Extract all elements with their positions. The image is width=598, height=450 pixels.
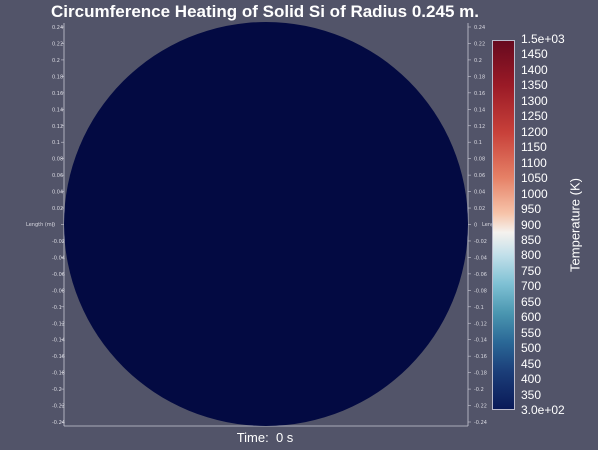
left-tick-label: -0.06 (52, 272, 65, 278)
right-tick-label: 0 (474, 223, 477, 229)
plot-title: Circumference Heating of Solid Si of Rad… (51, 2, 479, 21)
colorbar-tick-label: 500 (521, 341, 542, 356)
colorbar-tick-label: 850 (521, 232, 542, 247)
colorbar-tick-label: 1450 (521, 47, 548, 62)
colorbar-tick-label: 1000 (521, 186, 548, 201)
colorbar-tick-label: 1050 (521, 171, 548, 186)
colorbar-tick-label: 1400 (521, 62, 548, 77)
right-tick-label: -0.24 (474, 420, 487, 426)
left-tick-label: -0.18 (52, 371, 65, 377)
right-tick-label: -0.12 (474, 321, 487, 327)
colorbar-title: Temperature (K) (567, 178, 583, 272)
left-tick-label: -0.02 (52, 239, 65, 245)
colorbar-tick-label: 1250 (521, 109, 548, 124)
right-tick-label: 0.18 (474, 74, 485, 80)
axes-grid: 0.24 0.24 0.22 0.22 0.2 0.2 0.18 0.18 0.16 0.16 0.… (52, 23, 487, 427)
right-tick-label: -0.2 (474, 387, 484, 393)
colorbar-tick-label: 900 (521, 217, 542, 232)
colorbar-tick-label: 550 (521, 325, 542, 340)
right-tick-label: -0.16 (474, 354, 487, 360)
left-tick-label: 0.1 (52, 140, 60, 146)
right-tick-label: 0.24 (474, 25, 485, 31)
left-tick-label: 0.22 (52, 41, 63, 47)
colorbar-tick-label: 1.5e+03 (521, 32, 565, 46)
colorbar-tick-label: 600 (521, 310, 542, 325)
right-tick-label: -0.1 (474, 305, 484, 311)
colorbar-tick-label: 1100 (521, 155, 547, 170)
left-tick-label: 0.06 (52, 173, 63, 179)
colorbar-tick-label: 400 (521, 372, 542, 387)
colorbar-tick-label: 1300 (521, 93, 548, 108)
colorbar-tick-label: 650 (521, 294, 542, 309)
right-tick-label: 0.16 (474, 91, 485, 97)
left-tick-label: -0.22 (52, 404, 65, 410)
colorbar-tick-label: 450 (521, 356, 542, 371)
colorbar-tick-label: 700 (521, 279, 542, 294)
left-tick-label: 0.12 (52, 124, 63, 130)
colorbar-tick-label: 1200 (521, 124, 548, 139)
right-tick-label: -0.14 (474, 338, 487, 344)
right-tick-label: -0.22 (474, 404, 487, 410)
right-tick-label: -0.08 (474, 288, 487, 294)
colorbar-tick-label: 1150 (521, 140, 547, 155)
colorbar-tick-label: 350 (521, 387, 542, 402)
left-tick-label: 0.16 (52, 91, 63, 97)
left-tick-label: -0.24 (52, 420, 65, 426)
left-tick-label: 0.24 (52, 25, 63, 31)
right-tick-label: 0.2 (474, 58, 482, 64)
left-axis-label: Length (m) (26, 222, 54, 228)
left-tick-label: 0.08 (52, 157, 63, 163)
left-tick-label: 0.02 (52, 206, 63, 212)
right-tick-label: 0.02 (474, 206, 485, 212)
right-tick-label: 0.04 (474, 190, 485, 196)
left-tick-label: 0.14 (52, 107, 63, 113)
silicon-domain-disk (64, 22, 468, 426)
left-tick-label: -0.08 (52, 288, 65, 294)
colorbar-tick-label: 3.0e+02 (521, 403, 565, 417)
right-tick-label: 0.1 (474, 140, 482, 146)
right-tick-label: 0.06 (474, 173, 485, 179)
right-tick-label: 0.12 (474, 124, 485, 130)
colorbar-tick-label: 950 (521, 202, 542, 217)
right-tick-label: -0.04 (474, 255, 487, 261)
left-tick-label: -0.1 (52, 305, 62, 311)
right-tick-label: -0.06 (474, 272, 487, 278)
colorbar-tick-label: 1350 (521, 78, 548, 93)
right-axis-label: Lengt (482, 222, 496, 228)
right-tick-label: 0.14 (474, 107, 485, 113)
left-tick-label: -0.14 (52, 338, 65, 344)
left-tick-label: -0.16 (52, 354, 65, 360)
right-tick-label: -0.02 (474, 239, 487, 245)
temperature-colorbar (492, 40, 515, 410)
colorbar-tick-label: 750 (521, 263, 542, 278)
colorbar-tick-label: 800 (521, 248, 542, 263)
right-tick-label: 0.22 (474, 41, 485, 47)
left-tick-label: -0.12 (52, 321, 65, 327)
left-tick-label: -0.2 (52, 387, 62, 393)
left-tick-label: 0.2 (52, 58, 60, 64)
right-tick-label: 0.08 (474, 157, 485, 163)
left-tick-label: -0.04 (52, 255, 65, 261)
left-tick-label: 0.18 (52, 74, 63, 80)
right-tick-label: -0.18 (474, 371, 487, 377)
left-tick-label: 0 (52, 223, 55, 229)
left-tick-label: 0.04 (52, 190, 63, 196)
time-annotation: Time: 0 s (236, 430, 294, 445)
